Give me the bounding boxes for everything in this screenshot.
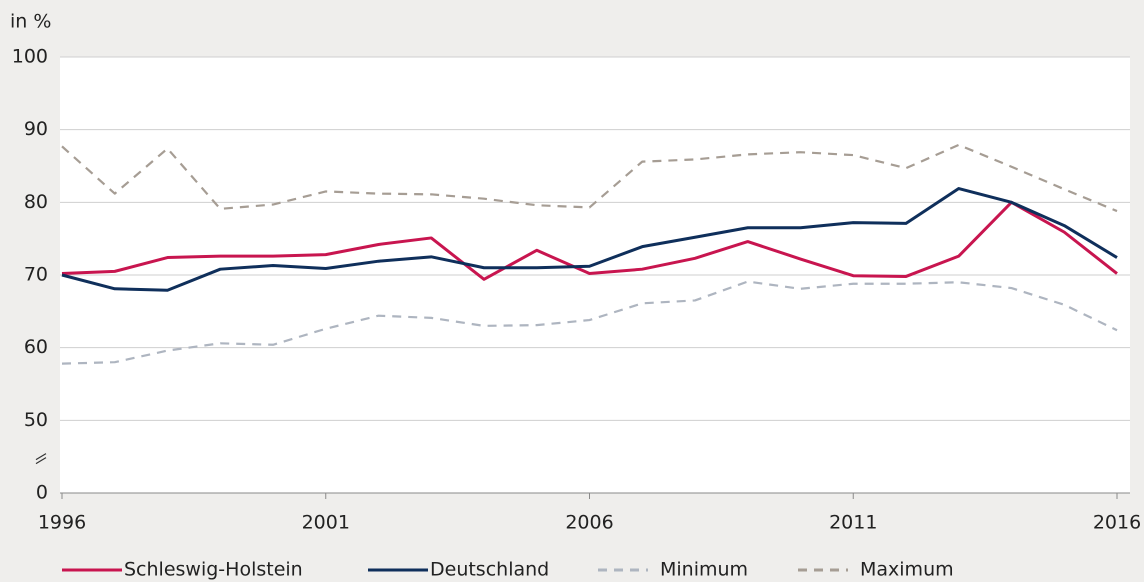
y-tick-label: 50: [24, 409, 48, 431]
x-tick-label: 2011: [829, 512, 877, 534]
y-tick-label: 100: [12, 46, 48, 68]
series-line: [61, 280, 1118, 365]
x-tick-label: 2001: [302, 512, 350, 534]
legend-label: Maximum: [860, 559, 954, 581]
axis-break: [35, 453, 47, 461]
y-tick-label: 90: [24, 118, 48, 140]
legend-label: Schleswig-Holstein: [124, 559, 303, 581]
x-tick-label: 1996: [38, 512, 86, 534]
y-tick-label: 0: [36, 482, 48, 504]
x-tick-label: 2006: [565, 512, 613, 534]
y-tick-label: 60: [24, 336, 48, 358]
series-line: [61, 200, 1118, 281]
series-line: [61, 187, 1118, 292]
legend-label: Minimum: [660, 559, 748, 581]
y-axis-label: in %: [10, 11, 51, 33]
y-tick-label: 70: [24, 264, 48, 286]
y-tick-label: 80: [24, 191, 48, 213]
axis-break: [35, 457, 47, 465]
legend-label: Deutschland: [430, 559, 549, 581]
series-line: [61, 143, 1118, 213]
x-tick-label: 2016: [1093, 512, 1141, 534]
